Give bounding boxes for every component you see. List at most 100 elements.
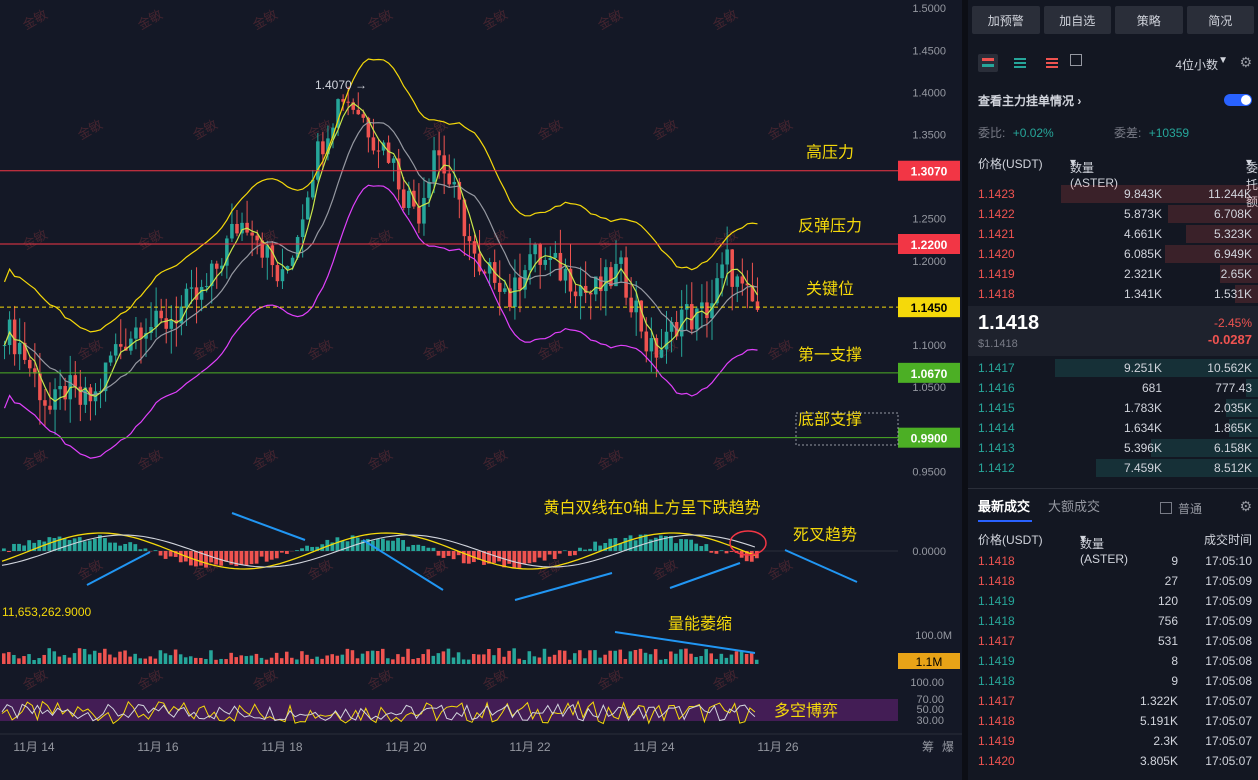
- volume-bar: [214, 659, 218, 664]
- candle-body: [209, 263, 214, 287]
- bids-view-icon[interactable]: [1010, 54, 1030, 72]
- bids-row[interactable]: 1.1417 9.251K 10.562K: [968, 358, 1258, 378]
- candle-body: [108, 355, 113, 363]
- macd-bar: [330, 542, 335, 551]
- bids-row[interactable]: 1.1412 7.459K 8.512K: [968, 458, 1258, 478]
- add-alert-button[interactable]: 加预警: [972, 6, 1040, 34]
- asks-row[interactable]: 1.1418 1.341K 1.531K: [968, 284, 1258, 304]
- change-pct: -2.45%: [1213, 316, 1252, 330]
- both-sides-view-icon[interactable]: [978, 54, 998, 72]
- macd-bar: [436, 551, 441, 556]
- price-cell: 1.1419: [978, 594, 1015, 608]
- settings-icon[interactable]: ⚙: [1239, 54, 1252, 70]
- macd-bar: [259, 551, 264, 557]
- macd-bar: [108, 542, 112, 551]
- total-cell: 6.708K: [1213, 207, 1252, 221]
- volume-bar: [370, 650, 375, 664]
- volume-bar: [229, 652, 233, 664]
- macd-bar: [679, 538, 683, 551]
- fast-ma-line: [3, 102, 759, 402]
- book-header-total[interactable]: 委托额 ▾: [1245, 155, 1258, 209]
- price-cell: 1.1419: [978, 734, 1015, 748]
- main-orders-link[interactable]: 查看主力挂单情况 ›: [978, 92, 1081, 109]
- asks-row[interactable]: 1.1420 6.085K 6.949K: [968, 244, 1258, 264]
- chart-area[interactable]: 1.5000 1.4500 1.4000 1.3500 1.2500 1.2000 1.10…: [0, 0, 962, 780]
- macd-bar: [381, 538, 385, 551]
- rsi-line-slow: [1, 703, 756, 722]
- candle-body: [518, 277, 522, 290]
- candle-body: [225, 238, 229, 266]
- tab-large-trades[interactable]: 大额成交: [1048, 499, 1101, 514]
- bids-row[interactable]: 1.1415 1.783K 2.035K: [968, 398, 1258, 418]
- trades-settings-icon[interactable]: ⚙: [1239, 498, 1252, 514]
- volume-bar: [163, 653, 168, 664]
- trades-row[interactable]: 1.1418 27 17:05:09: [968, 571, 1258, 591]
- normal-checkbox[interactable]: [1160, 502, 1172, 514]
- popout-icon[interactable]: [1070, 54, 1082, 66]
- trades-row[interactable]: 1.1419 120 17:05:09: [968, 591, 1258, 611]
- trades-header-price: 价格(USDT): [978, 533, 1043, 547]
- book-header-qty-label: 数量 (ASTER): [1070, 161, 1118, 190]
- watermark-text: 金敏: [365, 7, 395, 33]
- candle-body: [503, 288, 507, 292]
- asks-row[interactable]: 1.1421 4.661K 5.323K: [968, 224, 1258, 244]
- candlestick-chart[interactable]: 1.5000 1.4500 1.4000 1.3500 1.2500 1.2000 1.10…: [0, 0, 962, 780]
- trades-header-qty[interactable]: 数量(ASTER) ▾: [1080, 531, 1128, 566]
- volume-bar: [492, 655, 496, 664]
- bids-row[interactable]: 1.1416 681 777.43: [968, 378, 1258, 398]
- macd-bar: [406, 546, 411, 551]
- candle-body: [447, 173, 451, 185]
- asks-row[interactable]: 1.1419 2.321K 2.65K: [968, 264, 1258, 284]
- macd-bar: [689, 539, 694, 551]
- macd-bar: [153, 550, 158, 551]
- candle-body: [720, 264, 724, 279]
- candle-body: [710, 303, 714, 319]
- asks-view-icon[interactable]: [1042, 54, 1062, 72]
- trades-row[interactable]: 1.1418 9 17:05:08: [968, 671, 1258, 691]
- asks-row[interactable]: 1.1422 5.873K 6.708K: [968, 204, 1258, 224]
- candle-body: [472, 241, 477, 254]
- tab-latest-trades[interactable]: 最新成交: [978, 499, 1031, 514]
- candle-body: [275, 265, 280, 282]
- volume-bar: [401, 656, 405, 664]
- volume-bar: [441, 651, 446, 664]
- macd-bar: [421, 545, 426, 551]
- candle-body: [679, 309, 684, 337]
- chevron-down-icon[interactable]: ▼: [1218, 55, 1228, 66]
- trades-row[interactable]: 1.1418 5.191K 17:05:07: [968, 711, 1258, 731]
- candle-body: [220, 265, 224, 269]
- volume-bar: [27, 654, 31, 664]
- main-orders-toggle[interactable]: [1224, 94, 1252, 106]
- trades-row[interactable]: 1.1419 2.3K 17:05:07: [968, 731, 1258, 751]
- overview-button[interactable]: 简况: [1186, 6, 1254, 34]
- add-watchlist-button[interactable]: 加自选: [1043, 6, 1111, 34]
- asks-row[interactable]: 1.1423 9.843K 11.244K: [968, 184, 1258, 204]
- macd-bar: [522, 551, 527, 564]
- bids-row[interactable]: 1.1413 5.396K 6.158K: [968, 438, 1258, 458]
- panel-divider[interactable]: [962, 0, 968, 780]
- strategy-button[interactable]: 策略: [1115, 6, 1183, 34]
- trades-row[interactable]: 1.1418 756 17:05:09: [968, 611, 1258, 631]
- macd-bar: [578, 547, 582, 551]
- macd-bar: [254, 551, 259, 564]
- depth-bar: [1234, 285, 1258, 303]
- candle-body: [28, 359, 32, 369]
- qty-cell: 1.341K: [1123, 287, 1162, 301]
- trades-row[interactable]: 1.1417 1.322K 17:05:07: [968, 691, 1258, 711]
- qty-cell: 5.191K: [1139, 714, 1178, 728]
- precision-select[interactable]: 4位小数: [1175, 58, 1218, 72]
- trades-row[interactable]: 1.1420 3.805K 17:05:07: [968, 751, 1258, 771]
- trades-row[interactable]: 1.1419 8 17:05:08: [968, 651, 1258, 671]
- bids-row[interactable]: 1.1414 1.634K 1.865K: [968, 418, 1258, 438]
- macd-bar: [133, 544, 138, 551]
- watermark-text: 金敏: [135, 7, 165, 33]
- volume-bar: [123, 650, 127, 664]
- trades-row[interactable]: 1.1418 9 17:05:10: [968, 551, 1258, 571]
- candle-body: [553, 252, 558, 258]
- candle-body: [467, 236, 472, 242]
- candle-body: [629, 297, 633, 313]
- volume-bar: [638, 648, 643, 664]
- trades-row[interactable]: 1.1417 531 17:05:08: [968, 631, 1258, 651]
- volume-bar: [249, 655, 254, 664]
- book-header-qty[interactable]: 数量 (ASTER) ▾: [1070, 155, 1118, 190]
